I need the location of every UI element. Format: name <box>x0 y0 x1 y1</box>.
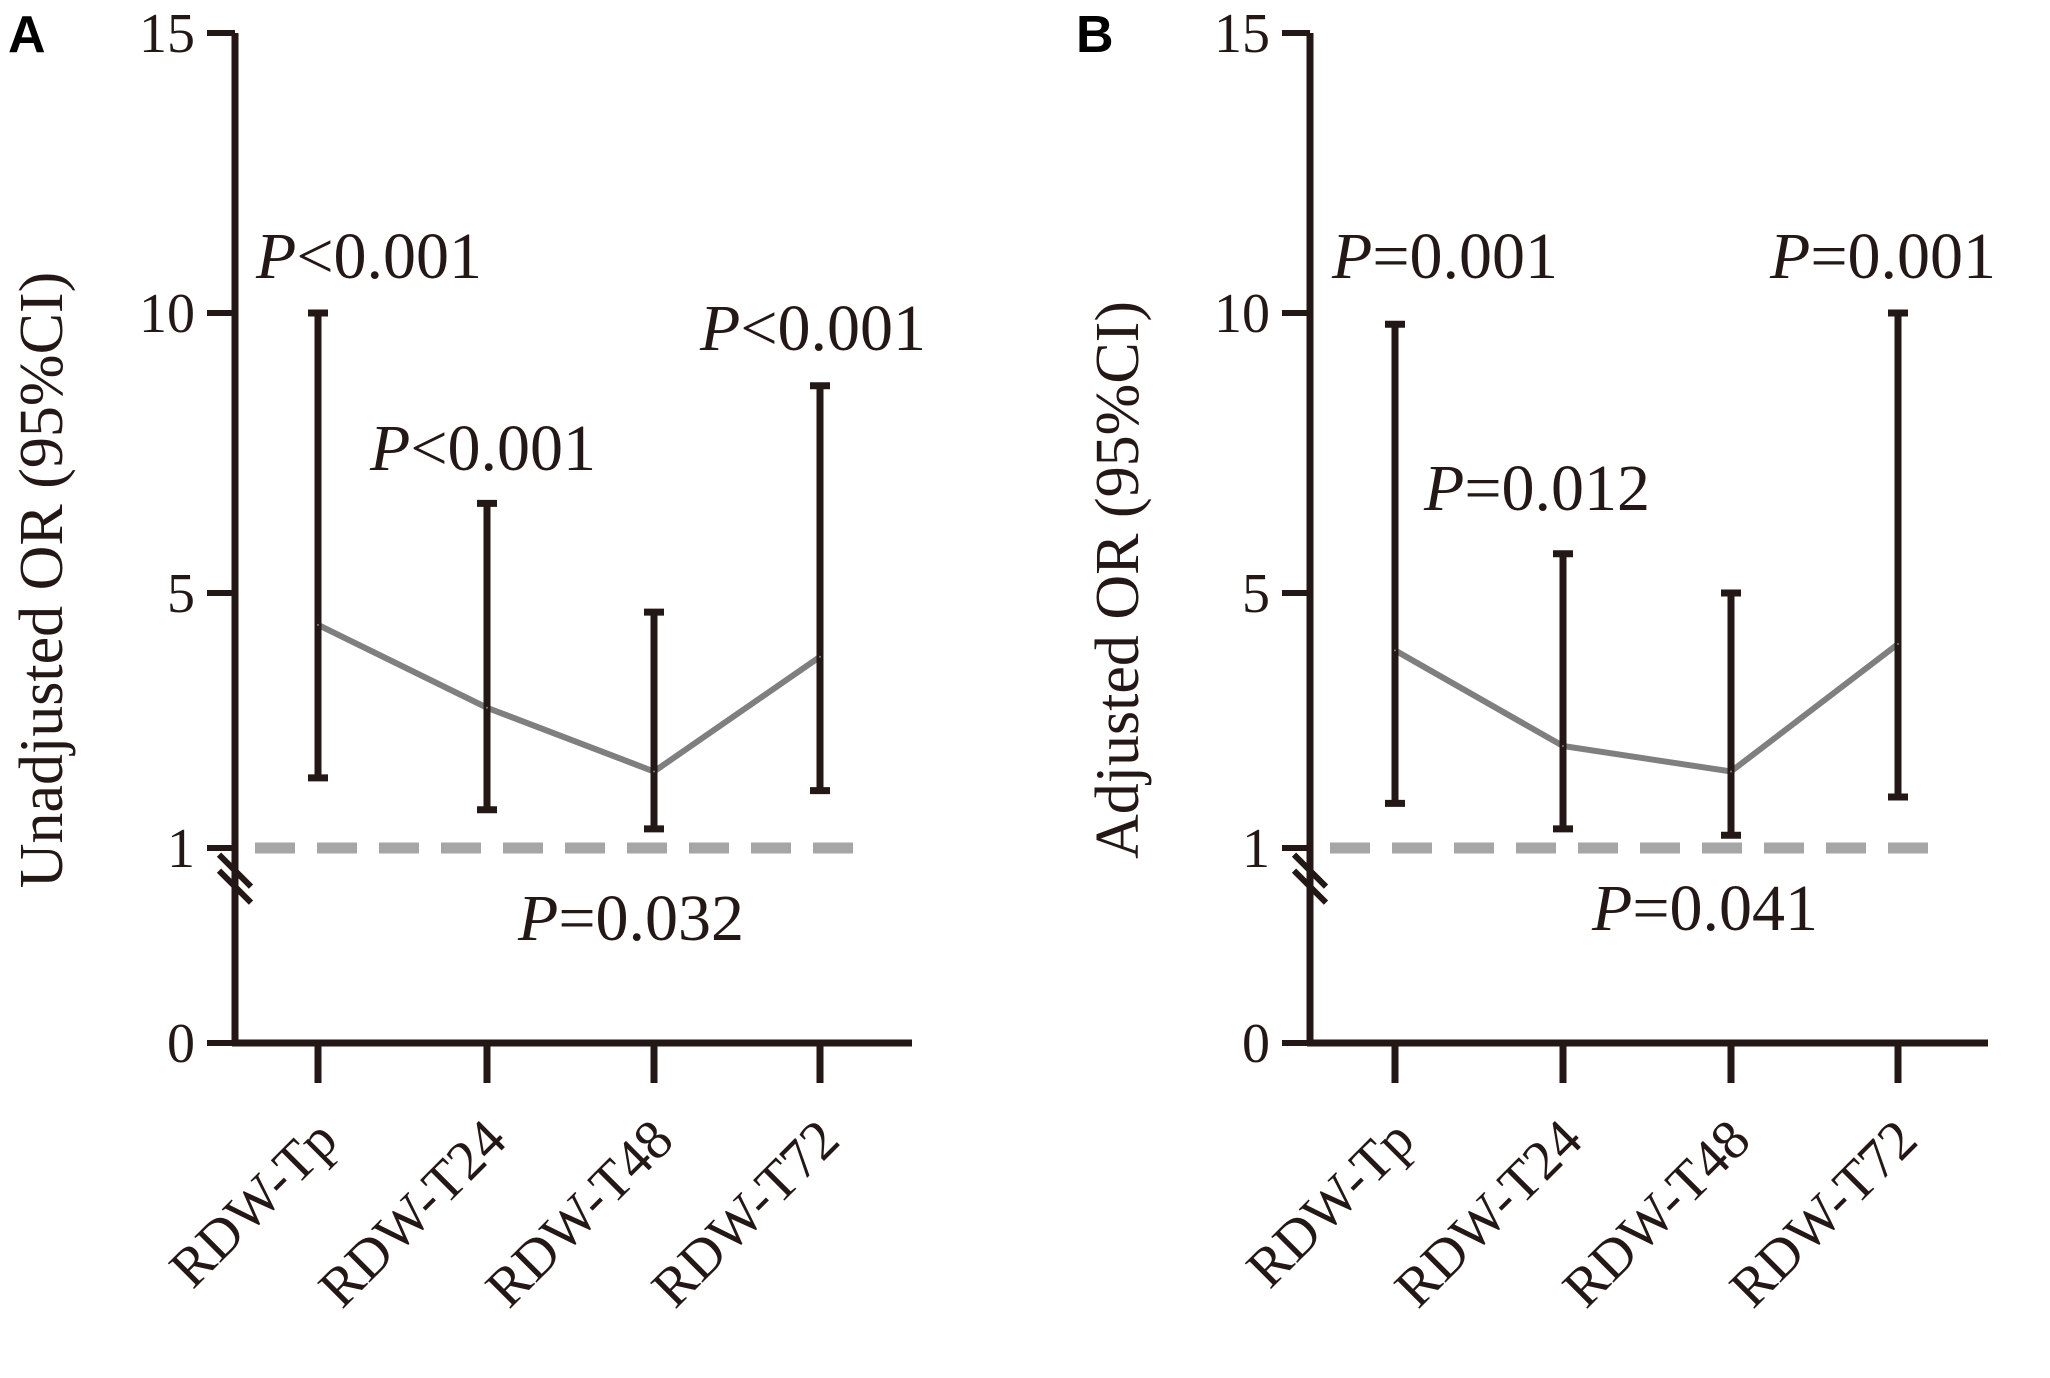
data-point <box>317 623 319 626</box>
data-point <box>653 770 655 773</box>
y-tick-label: 5 <box>1242 563 1270 625</box>
data-point <box>486 706 488 709</box>
data-point <box>1562 745 1564 747</box>
p-value-label: P=0.032 <box>517 882 744 955</box>
y-tick-label: 1 <box>167 818 195 880</box>
y-tick-label: 15 <box>139 3 195 65</box>
p-value-label: P<0.001 <box>255 220 482 293</box>
panel-letter: A <box>8 6 46 64</box>
trend-line <box>316 622 822 775</box>
data-point <box>1730 770 1732 773</box>
axis-break-mark <box>1291 868 1329 905</box>
data-point <box>819 655 821 658</box>
y-axis-title: Adjusted OR (95%CI) <box>1084 301 1152 859</box>
y-tick-label: 15 <box>1214 3 1270 65</box>
p-value-label: P<0.001 <box>699 292 926 365</box>
p-value-label: P=0.001 <box>1769 220 1996 293</box>
p-value-label: P=0.012 <box>1423 452 1650 525</box>
p-value-label: P=0.041 <box>1591 872 1818 945</box>
data-point <box>1394 649 1396 652</box>
y-tick-label: 10 <box>1214 283 1270 345</box>
axis-break-mark <box>1291 852 1329 889</box>
y-tick-label: 0 <box>1242 1013 1270 1075</box>
y-axis-title: Unadjusted OR (95%CI) <box>8 272 76 888</box>
axis-break-mark <box>216 852 254 889</box>
trend-line <box>1393 641 1900 775</box>
y-tick-label: 0 <box>167 1013 195 1075</box>
panel-letter: B <box>1076 6 1114 64</box>
y-tick-label: 5 <box>167 563 195 625</box>
p-value-label: P=0.001 <box>1331 220 1558 293</box>
y-tick-label: 10 <box>139 283 195 345</box>
p-value-label: P<0.001 <box>369 412 596 485</box>
y-tick-label: 1 <box>1242 818 1270 880</box>
axis-break-mark <box>216 868 254 905</box>
data-point <box>1897 643 1899 645</box>
